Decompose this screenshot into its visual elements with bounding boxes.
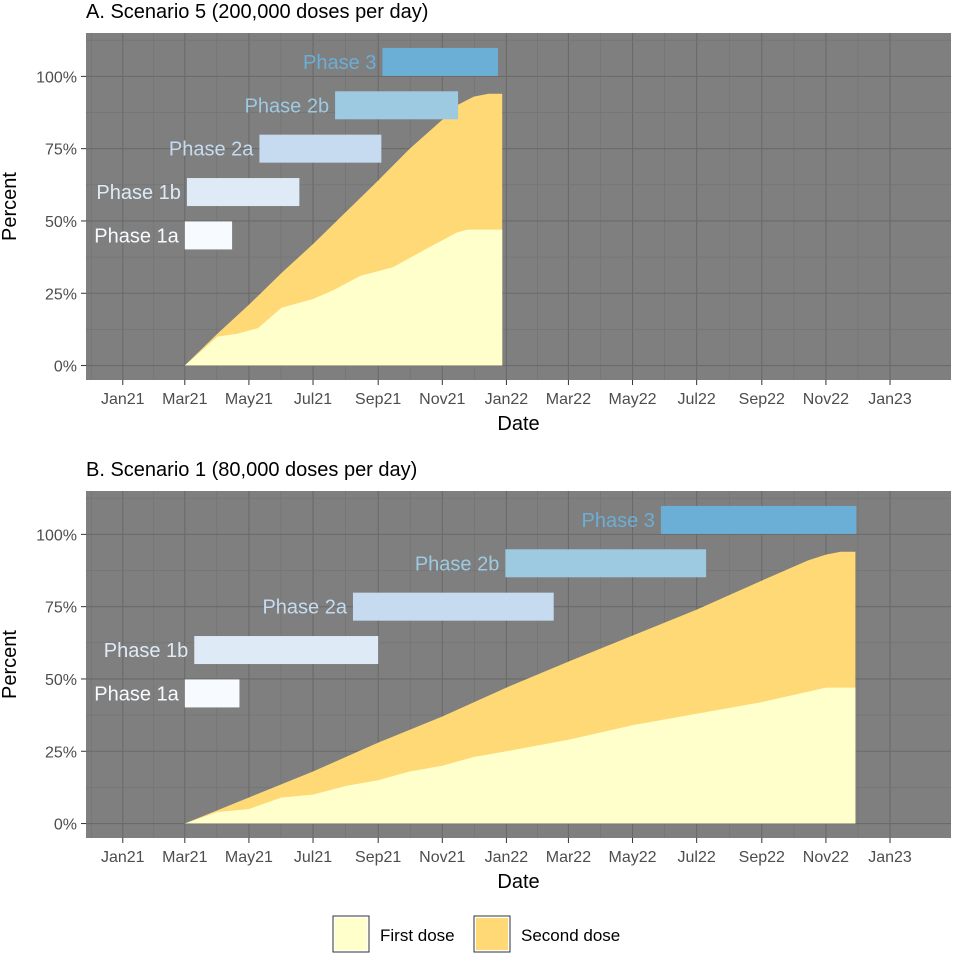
legend-swatch-first-dose [335,918,367,950]
phase-bar-phase-1b [194,636,379,665]
phase-bar-phase-3 [660,505,857,534]
x-tick-label: Jan23 [868,849,912,866]
y-axis-title: Percent [0,630,21,699]
x-axis-title: Date [497,871,539,893]
x-tick-label: Jul21 [294,849,332,866]
panel-title: B. Scenario 1 (80,000 doses per day) [86,459,417,481]
x-tick-label: Nov22 [803,391,849,408]
x-tick-label: Mar22 [546,849,591,866]
phase-label-phase-2a: Phase 2a [262,597,347,619]
phase-label-phase-1a: Phase 1a [94,683,179,705]
phase-bar-phase-2a [352,592,554,621]
y-tick-label: 100% [36,69,77,86]
phase-bar-phase-1a [184,221,233,250]
x-tick-label: May21 [225,391,273,408]
phase-label-phase-2b: Phase 2b [245,95,330,117]
phase-bar-phase-2b [335,91,459,120]
x-tick-label: Jan21 [101,391,145,408]
phase-label-phase-1b: Phase 1b [96,182,181,204]
x-axis-title: Date [497,413,539,435]
x-tick-label: Nov22 [803,849,849,866]
x-tick-label: Sep21 [355,391,401,408]
x-tick-label: Sep22 [739,849,785,866]
x-tick-label: Jul22 [678,391,716,408]
x-tick-label: May22 [609,391,657,408]
area-first-dose [184,229,503,366]
x-tick-label: Jan23 [868,391,912,408]
plot-background [86,33,951,380]
x-tick-label: Jul21 [294,391,332,408]
legend-label-first-dose: First dose [380,926,455,945]
x-tick-label: Jan21 [101,849,145,866]
phase-bar-phase-1a [184,679,240,708]
legend: First dose Second dose [332,915,620,953]
phase-label-phase-2a: Phase 2a [169,139,254,161]
x-tick-label: Sep21 [355,849,401,866]
x-tick-label: Sep22 [739,391,785,408]
panel-a: Phase 1a Phase 1b Phase 2a Phase 2b Phase 3 J… [0,1,951,435]
legend-label-second-dose: Second dose [521,926,620,945]
y-tick-label: 0% [54,359,77,376]
x-tick-label: Nov21 [419,849,465,866]
y-tick-label: 75% [45,600,77,617]
y-tick-label: 25% [45,286,77,303]
x-tick-label: May21 [225,849,273,866]
panel-title: A. Scenario 5 (200,000 doses per day) [86,1,428,23]
gridlines [86,33,951,380]
x-tick-label: Mar21 [162,391,207,408]
x-tick-label: Jan22 [485,849,529,866]
phase-label-phase-2b: Phase 2b [415,553,500,575]
phase-bar-phase-2b [505,549,707,578]
phase-label-phase-3: Phase 3 [582,510,655,532]
legend-swatch-second-dose [476,918,508,950]
y-tick-label: 75% [45,142,77,159]
phase-label-phase-1a: Phase 1a [94,225,179,247]
x-tick-label: Jul22 [678,849,716,866]
x-tick-label: Jan22 [485,391,529,408]
x-tick-label: Mar21 [162,849,207,866]
y-tick-label: 100% [36,527,77,544]
y-tick-label: 25% [45,744,77,761]
area-first-dose [184,687,856,824]
phase-label-phase-1b: Phase 1b [104,640,189,662]
phase-label-phase-3: Phase 3 [303,52,376,74]
y-tick-label: 50% [45,214,77,231]
phase-bar-phase-3 [382,47,499,76]
y-tick-label: 0% [54,817,77,834]
phase-bar-phase-1b [186,178,300,207]
y-tick-label: 50% [45,672,77,689]
x-tick-label: Nov21 [419,391,465,408]
x-tick-label: Mar22 [546,391,591,408]
panel-b: Phase 1a Phase 1b Phase 2a Phase 2b Phase 3 J… [0,459,951,893]
y-axis-title: Percent [0,172,21,241]
x-tick-label: May22 [609,849,657,866]
phase-bar-phase-2a [259,134,382,163]
